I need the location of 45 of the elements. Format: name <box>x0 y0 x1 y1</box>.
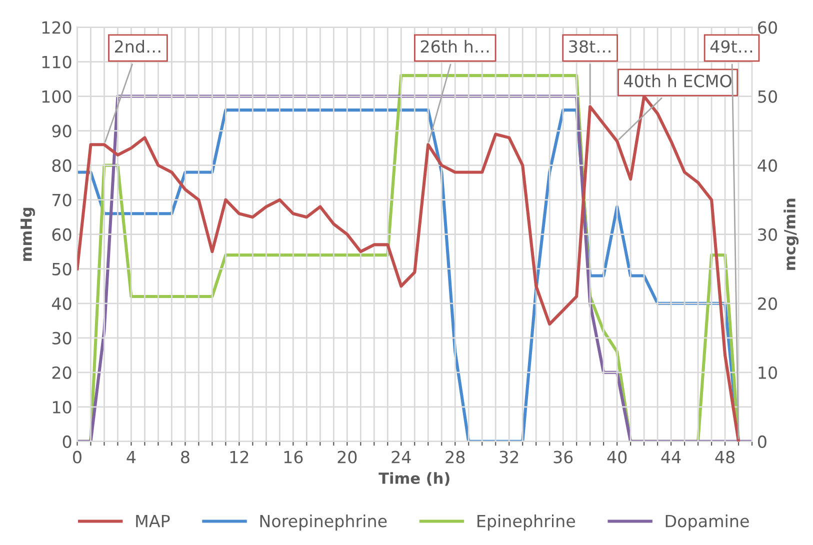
legend-label: Norepinephrine <box>260 514 387 531</box>
annotation: 38t… <box>569 40 610 53</box>
y-tick-label: 110 <box>42 56 72 68</box>
annotation: 26th h… <box>420 40 489 53</box>
y2-tick-label: 0 <box>758 435 766 448</box>
x-tick-label: 0 <box>73 450 82 464</box>
x-axis-title: Time (h) <box>378 472 450 486</box>
y-tick-label: 100 <box>42 90 72 103</box>
x-tick-label: 28 <box>446 450 465 464</box>
x-tick-label: 44 <box>661 450 681 464</box>
legend-label: Dopamine <box>666 514 749 531</box>
x-tick-label: 8 <box>181 450 190 464</box>
y-tick-label: 70 <box>52 194 72 206</box>
y-tick-label: 50 <box>52 262 72 276</box>
y-tick-label: 90 <box>52 124 72 138</box>
y-tick-label: 40 <box>52 297 72 310</box>
legend-label: Epinephrine <box>478 514 576 531</box>
y2-tick-label: 60 <box>758 21 777 34</box>
x-tick-label: 12 <box>230 450 248 464</box>
y-tick-label: 30 <box>52 332 72 344</box>
x-tick-label: 24 <box>392 450 411 464</box>
x-tick-label: 20 <box>338 450 357 464</box>
y-tick-label: 80 <box>52 159 72 172</box>
y-tick-label: 20 <box>52 366 72 379</box>
legend-label: MAP <box>136 514 170 528</box>
x-tick-label: 36 <box>554 450 573 464</box>
annotation: 40th h ECMO <box>624 74 732 88</box>
y-tick-label: 120 <box>42 21 72 34</box>
y-tick-label: 10 <box>52 400 72 414</box>
x-tick-label: 4 <box>126 450 136 464</box>
y-axis-title: mmHg <box>20 208 36 261</box>
y2-tick-label: 40 <box>758 159 777 172</box>
x-tick-label: 32 <box>500 450 518 464</box>
y2-tick-label: 30 <box>758 228 777 241</box>
y2-tick-label: 20 <box>758 297 777 310</box>
x-tick-label: 16 <box>284 450 303 464</box>
y2-tick-label: 10 <box>758 366 777 379</box>
annotation: 2nd… <box>114 40 160 53</box>
annotation: 49t… <box>710 40 752 53</box>
y-tick-label: 0 <box>62 435 72 448</box>
x-tick-label: 40 <box>607 450 627 464</box>
y-tick-label: 60 <box>52 228 72 241</box>
y2-tick-label: 50 <box>758 90 777 103</box>
y2-axis-title: mcg/min <box>784 198 799 270</box>
x-tick-label: 48 <box>715 450 734 464</box>
